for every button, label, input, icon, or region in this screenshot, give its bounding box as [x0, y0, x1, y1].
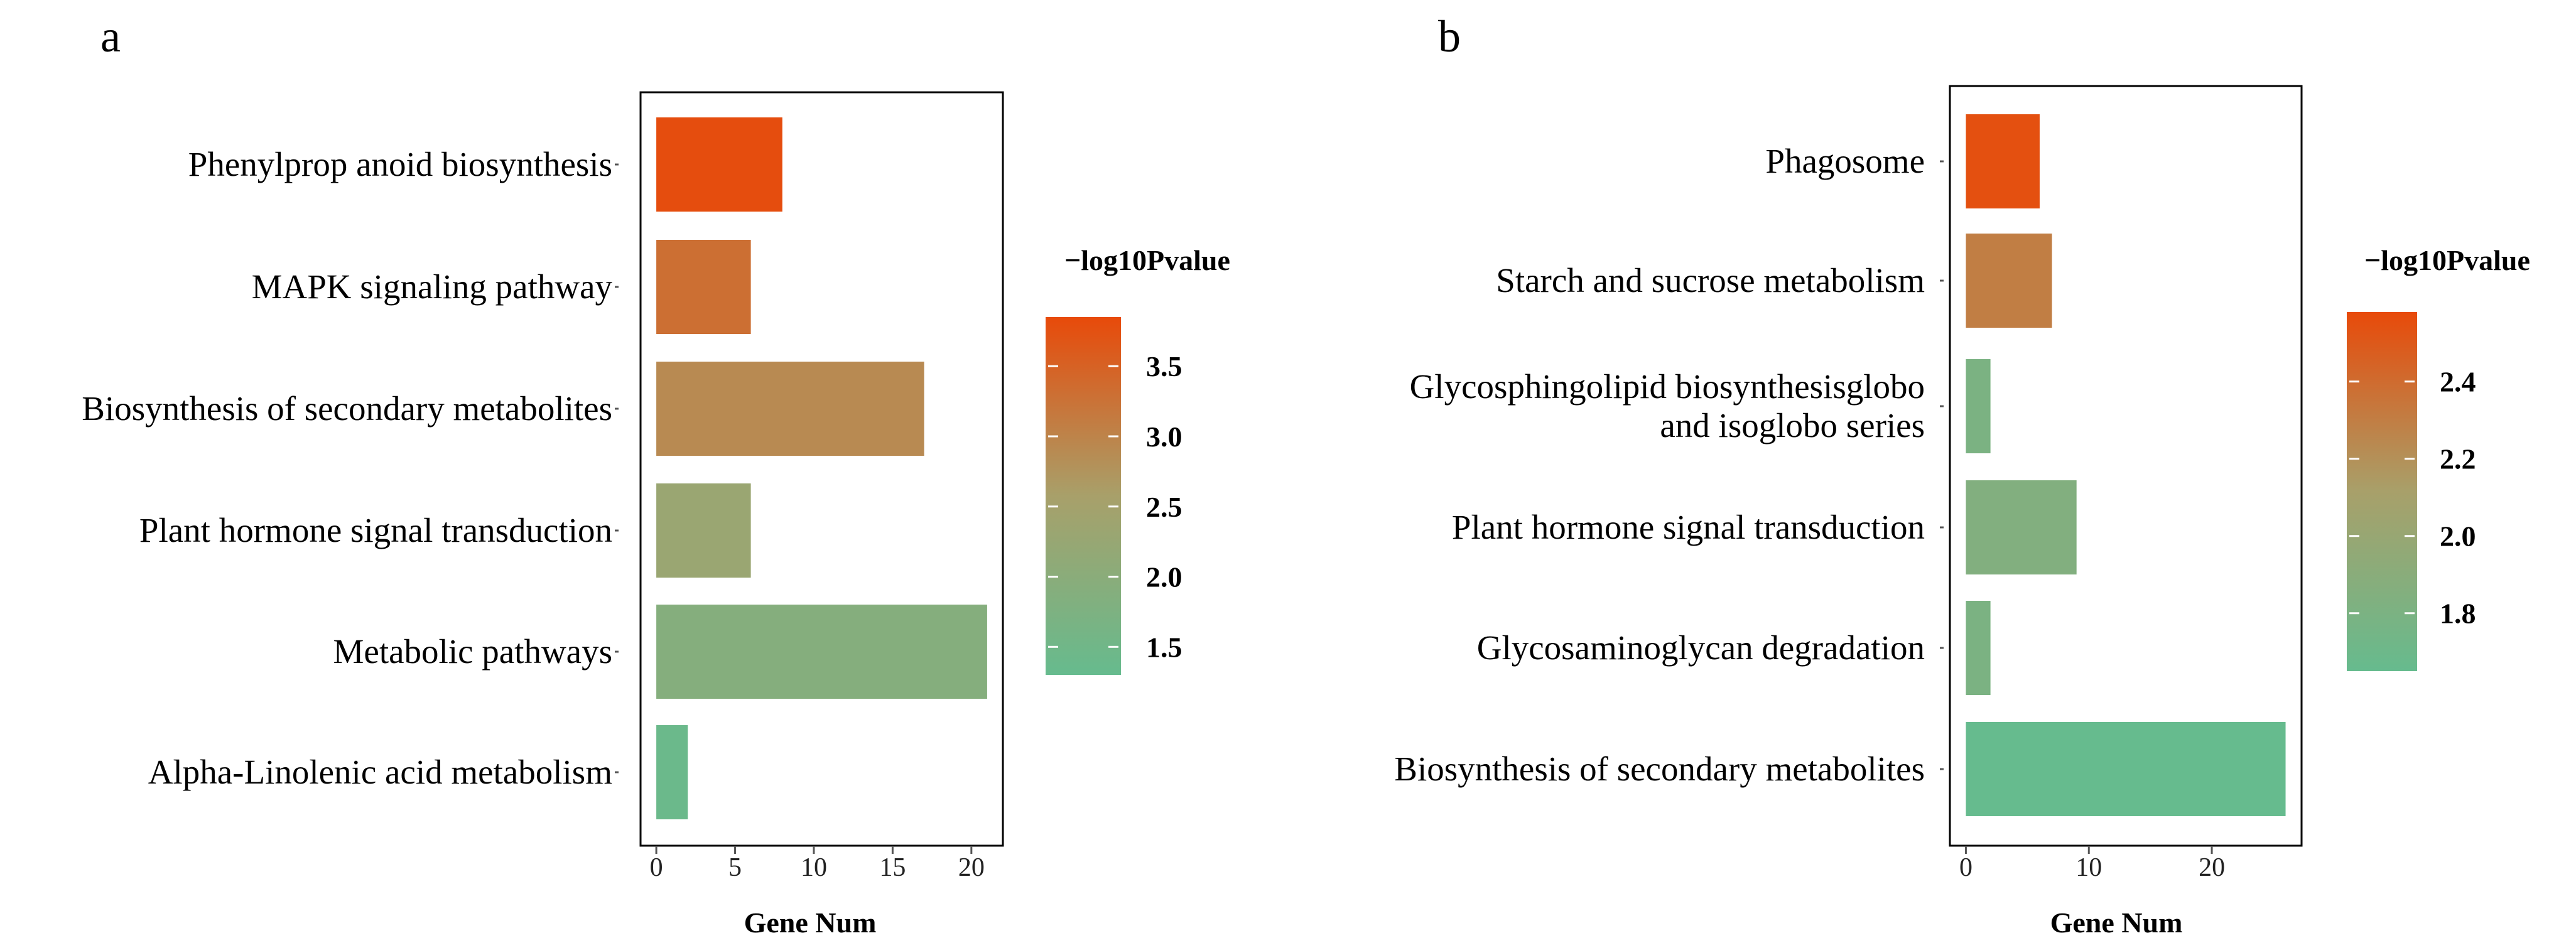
panel-b-bar-2: [1966, 234, 2052, 328]
panel-b-legend-tick-label: 2.0: [2440, 520, 2476, 552]
panel-b-category-label: and isoglobo series: [1660, 406, 1925, 445]
panel-a-x-tick-label: 10: [801, 853, 827, 882]
panel-b-legend-title: −log10Pvalue: [2364, 244, 2530, 276]
panel-a-x-axis-title: Gene Num: [744, 907, 877, 939]
panel-a-x-tick-label: 0: [650, 853, 663, 882]
panel-b-bar-3: [1966, 359, 1991, 453]
panel-a-x-axis-ticks: 0 5 10 15 20: [650, 846, 985, 882]
panel-a-legend-title: −log10Pvalue: [1064, 244, 1230, 276]
panel-b-colorbar: [2347, 312, 2417, 671]
panel-b-x-tick-label: 10: [2075, 853, 2102, 882]
panel-a-legend-tick-label: 2.0: [1146, 561, 1182, 593]
panel-b-category-label: Biosynthesis of secondary metabolites: [1394, 750, 1925, 788]
panel-b-plot-frame: [1949, 85, 2303, 847]
panel-letter-b: b: [1438, 11, 1461, 62]
panel-a-category-label: Alpha-Linolenic acid metabolism: [148, 753, 612, 791]
panel-b-legend-tick-label: 2.4: [2440, 366, 2476, 398]
panel-b-category-label: Glycosaminoglycan degradation: [1477, 628, 1925, 667]
panel-a-bar-4: [656, 483, 751, 578]
panel-a-bar-3: [656, 362, 924, 456]
panel-b-category-labels: Phagosome Starch and sucrose metabolism Gl…: [1394, 142, 1944, 788]
panel-a-category-label: Biosynthesis of secondary metabolites: [82, 389, 612, 428]
panel-b-bar-4: [1966, 480, 2077, 574]
panel-b-x-axis-ticks: 0 10 20: [1959, 846, 2225, 882]
panel-b-legend-tick-label: 1.8: [2440, 598, 2476, 630]
panel-letter-a: a: [100, 11, 121, 62]
panel-b-bar-6: [1966, 722, 2286, 816]
panel-b-category-label: Phagosome: [1765, 142, 1925, 180]
panel-a-x-tick-label: 5: [728, 853, 742, 882]
panel-b-x-axis-title: Gene Num: [2050, 907, 2183, 939]
panel-a-x-tick-label: 15: [879, 853, 906, 882]
panel-a-category-label: Phenylprop anoid biosynthesis: [188, 145, 612, 183]
panel-a-bar-5: [656, 605, 987, 699]
panel-a-bar-6: [656, 725, 688, 819]
panel-b-legend-tick-label: 2.2: [2440, 443, 2476, 475]
panel-a-legend-ticks: 3.5 3.0 2.5 2.0 1.5: [1048, 350, 1182, 663]
panel-a-category-label: Metabolic pathways: [333, 632, 612, 671]
panel-a-category-label: MAPK signaling pathway: [252, 267, 613, 306]
panel-b-category-label: Glycosphingolipid biosynthesisglobo: [1410, 367, 1925, 406]
panel-b-category-label: Plant hormone signal transduction: [1452, 508, 1925, 546]
panel-b-x-tick-label: 0: [1959, 853, 1973, 882]
panel-a-legend-tick-label: 1.5: [1146, 631, 1182, 663]
panel-a-plot-frame: [639, 91, 1004, 847]
panel-a-x-tick-label: 20: [958, 853, 985, 882]
panel-a-colorbar: [1046, 317, 1121, 675]
panel-b-bar-5: [1966, 601, 1991, 695]
panel-a-legend-tick-label: 3.0: [1146, 421, 1182, 453]
panel-a-legend-tick-label: 3.5: [1146, 350, 1182, 382]
panel-a-category-label: Plant hormone signal transduction: [139, 511, 612, 549]
panel-b-legend-ticks: 2.4 2.2 2.0 1.8: [2349, 366, 2476, 630]
panel-a-bar-1: [656, 117, 782, 212]
panel-a-legend-tick-label: 2.5: [1146, 491, 1182, 523]
panel-b-bars: [1966, 114, 2286, 816]
panel-a-bar-2: [656, 240, 751, 334]
panel-a-bars: [656, 117, 987, 819]
panel-b-category-label: Starch and sucrose metabolism: [1496, 261, 1925, 299]
panel-b-x-tick-label: 20: [2199, 853, 2225, 882]
panel-b-bar-1: [1966, 114, 2040, 208]
panel-a-category-labels: Phenylprop anoid biosynthesis MAPK signal…: [82, 145, 619, 791]
